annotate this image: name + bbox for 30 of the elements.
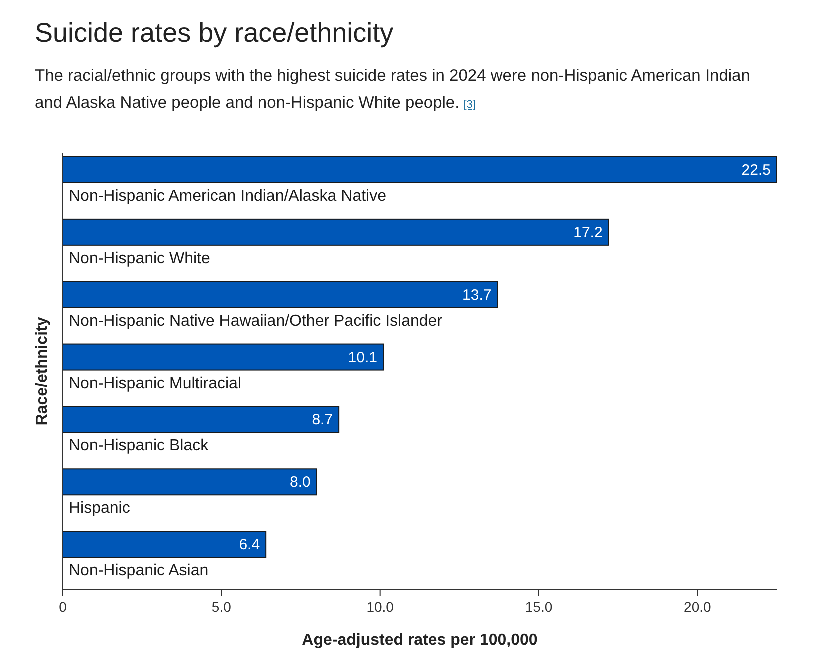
bar bbox=[62, 281, 498, 308]
y-tick-label: Non-Hispanic Multiracial bbox=[69, 375, 242, 392]
bar bbox=[62, 344, 384, 371]
x-tick-label: 20.0 bbox=[684, 599, 712, 615]
y-tick-label: Non-Hispanic Asian bbox=[69, 562, 209, 580]
y-tick-label: Non-Hispanic Black bbox=[69, 438, 210, 455]
y-axis-title: Race/ethnicity bbox=[34, 317, 51, 426]
data-label: 8.0 bbox=[290, 474, 311, 492]
bar bbox=[62, 531, 267, 558]
data-label: 22.5 bbox=[742, 162, 771, 179]
y-tick-label: Hispanic bbox=[69, 500, 130, 518]
data-label: 8.7 bbox=[312, 412, 334, 429]
bar bbox=[62, 468, 318, 496]
chart-title: Suicide rates by race/ethnicity bbox=[35, 18, 395, 49]
x-axis-title: Age-adjusted rates per 100,000 bbox=[302, 632, 538, 649]
y-tick-label: Non-Hispanic American Indian/Alaska Native bbox=[69, 188, 387, 205]
bar bbox=[62, 406, 340, 434]
x-tick-label: 0 bbox=[59, 599, 68, 615]
x-tick-label: 15.0 bbox=[525, 599, 553, 615]
data-label: 10.1 bbox=[348, 349, 378, 366]
x-tick-label: 10.0 bbox=[366, 599, 394, 615]
text: [3] bbox=[464, 99, 476, 111]
bar bbox=[62, 218, 610, 246]
y-tick-label: Non-Hispanic White bbox=[69, 250, 210, 268]
x-tick-label: 5.0 bbox=[212, 599, 232, 615]
y-tick-label: Non-Hispanic Native Hawaiian/Other Pacific Islander bbox=[69, 312, 444, 330]
data-label: 6.4 bbox=[239, 536, 260, 554]
data-label: 17.2 bbox=[574, 224, 603, 242]
bar bbox=[62, 156, 778, 184]
data-label: 13.7 bbox=[462, 286, 492, 304]
